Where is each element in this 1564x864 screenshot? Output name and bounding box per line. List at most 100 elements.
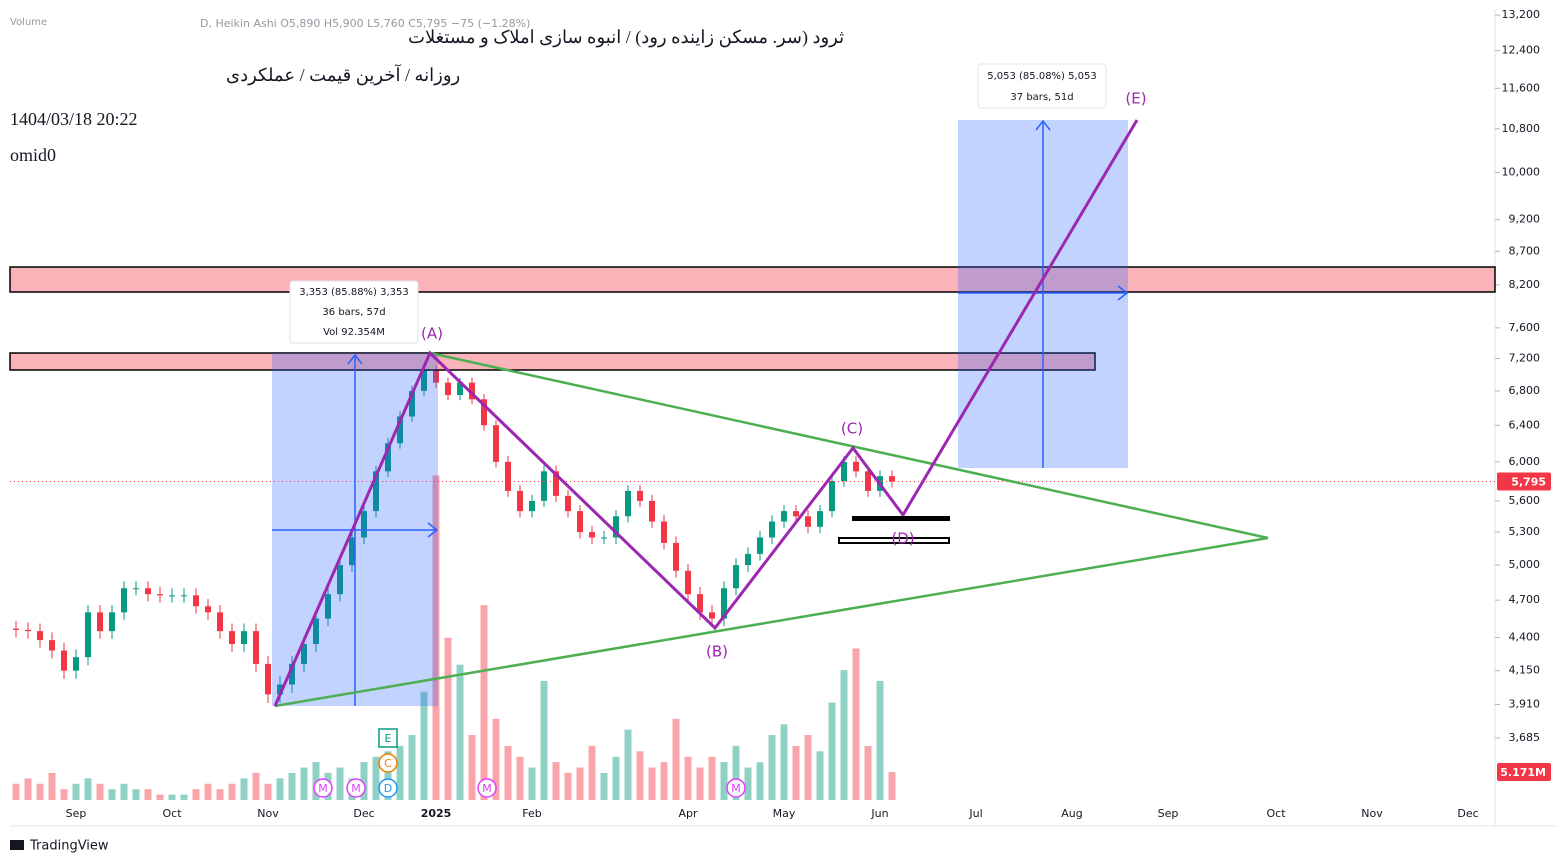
y-tick-label: 3,910 <box>1509 697 1541 710</box>
resistance-zone <box>9 266 1496 293</box>
candle-body <box>685 570 691 595</box>
y-tick-label: 8,700 <box>1509 244 1541 257</box>
volume-bar <box>636 751 644 800</box>
candle-body <box>229 631 235 645</box>
x-tick-label: Feb <box>522 807 541 820</box>
volume-bar <box>624 729 632 800</box>
y-tick-label: 4,400 <box>1509 631 1541 644</box>
candle-body <box>865 471 871 491</box>
volume-bar <box>684 756 692 800</box>
x-tick-label: Dec <box>353 807 374 820</box>
volume-bar <box>180 794 188 800</box>
level-line <box>852 516 950 521</box>
wave-label: (A) <box>421 325 443 343</box>
level-line <box>838 537 950 544</box>
volume-bar <box>792 745 800 800</box>
candle-body <box>361 511 367 538</box>
candle-body <box>805 516 811 527</box>
arrow-head <box>1117 285 1129 301</box>
event-label: D <box>384 782 392 795</box>
candle-body <box>85 612 91 658</box>
y-tick-label: 3,685 <box>1509 731 1541 744</box>
volume-bar <box>12 783 20 800</box>
measure-label-box <box>289 280 419 344</box>
volume-bar <box>456 664 464 800</box>
volume-bar <box>300 767 308 800</box>
y-tick-label: 10,800 <box>1502 122 1541 135</box>
wave-label: (C) <box>841 420 863 438</box>
triangle-line <box>429 351 1269 540</box>
event-markers: M M E C D M M <box>313 728 746 798</box>
author: omid0 <box>10 145 56 165</box>
wave-path <box>273 119 1139 707</box>
x-tick-label: Sep <box>1158 807 1179 820</box>
volume-bar <box>192 789 200 800</box>
volume-bar <box>120 783 128 800</box>
candle-body <box>745 553 751 566</box>
candle-body <box>649 500 655 522</box>
measure-text: 37 bars, 51d <box>1010 92 1073 103</box>
volume-bar <box>612 756 620 800</box>
candle-body <box>505 461 511 491</box>
y-tick-label: 13,200 <box>1502 8 1541 21</box>
candle-body <box>853 461 859 472</box>
resistance-zone <box>9 352 1096 371</box>
candle-body <box>445 382 451 396</box>
candle-body <box>217 612 223 632</box>
drawings <box>9 63 1496 708</box>
volume-bar <box>420 691 428 800</box>
volume-bar <box>588 745 596 800</box>
volume-bar <box>372 756 380 800</box>
candle-body <box>277 684 283 695</box>
y-tick-label: 5,600 <box>1509 494 1541 507</box>
volume-bar <box>816 751 824 800</box>
volume-bar <box>600 772 608 800</box>
x-tick-label: Oct <box>162 807 182 820</box>
volume-bar <box>468 735 476 800</box>
volume-bar <box>888 772 896 800</box>
candle-body <box>469 382 475 400</box>
candle-body <box>541 471 547 501</box>
timestamp: 1404/03/18 20:22 <box>10 109 138 129</box>
volume-bar <box>132 789 140 800</box>
candle-body <box>517 490 523 512</box>
volume-bar <box>576 767 584 800</box>
candle-body <box>829 481 835 512</box>
candle-body <box>625 490 631 517</box>
event-marker <box>378 728 398 748</box>
y-tick-label: 4,150 <box>1509 664 1541 677</box>
x-tick-label: 2025 <box>421 807 452 820</box>
volume-bar <box>144 789 152 800</box>
candle-body <box>553 471 559 496</box>
header: Volume D, Heikin Ashi O5,890 H5,900 L5,7… <box>10 17 844 854</box>
candle-body <box>181 595 187 597</box>
volume-bar <box>396 745 404 800</box>
volume-bar <box>504 745 512 800</box>
volume-bar <box>168 794 176 800</box>
volume-bar <box>648 767 656 800</box>
x-tick-label: Sep <box>66 807 87 820</box>
candle-body <box>49 640 55 651</box>
candle-body <box>721 588 727 619</box>
y-tick-label: 5,300 <box>1509 525 1541 538</box>
volume-bar <box>804 735 812 800</box>
volume-bar <box>696 767 704 800</box>
y-tick-label: 6,400 <box>1509 418 1541 431</box>
measure-text: 36 bars, 57d <box>322 307 385 318</box>
x-tick-label: Jul <box>968 807 982 820</box>
candle-body <box>169 595 175 597</box>
volume-label: 5.171M <box>1500 766 1546 779</box>
symbol-title: ثرود (سر. مسکن زاینده رود) / انبوه سازی … <box>408 27 844 48</box>
wave-label: (D) <box>891 530 914 548</box>
candle-body <box>601 537 607 539</box>
candle-body <box>205 606 211 613</box>
y-tick-label: 9,200 <box>1509 213 1541 226</box>
volume-bar <box>828 702 836 800</box>
volume-bar <box>96 783 104 800</box>
event-label: M <box>731 782 741 795</box>
volume-bar <box>780 724 788 800</box>
volume-bar <box>852 648 860 800</box>
x-tick-label: Oct <box>1266 807 1286 820</box>
volume-bar <box>108 789 116 800</box>
candle-body <box>793 511 799 517</box>
